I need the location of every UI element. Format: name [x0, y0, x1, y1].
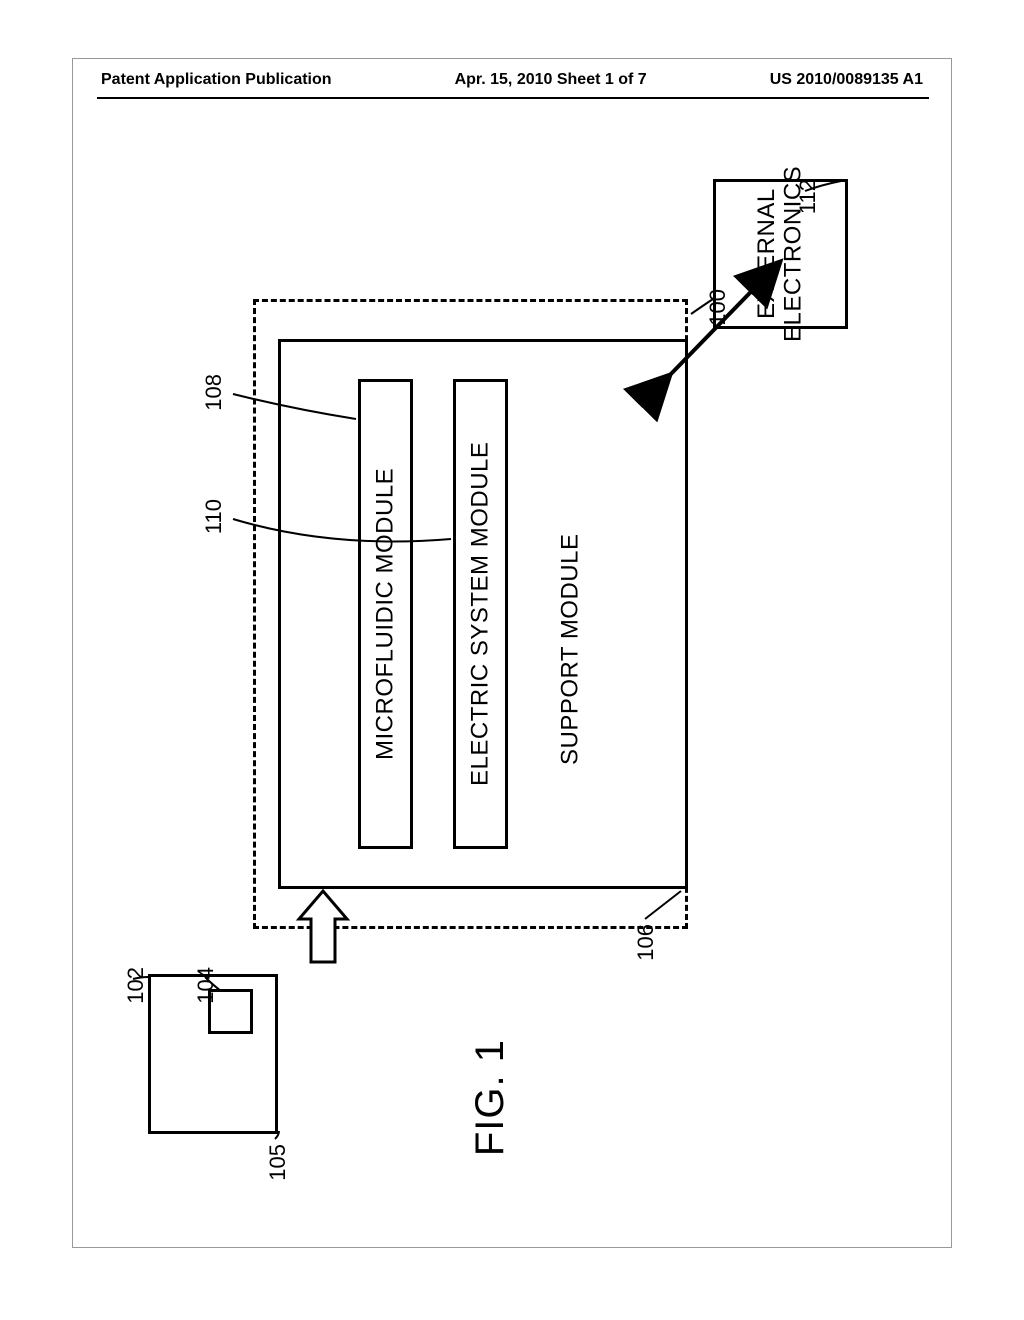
page-frame: Patent Application Publication Apr. 15, …	[72, 58, 952, 1248]
header-right: US 2010/0089135 A1	[770, 71, 923, 89]
electric-label: ELECTRIC SYSTEM MODULE	[456, 382, 505, 846]
ref-100: 100	[705, 289, 731, 326]
external-electronics-box: EXTERNAL ELECTRONICS	[713, 179, 848, 329]
support-label: SUPPORT MODULE	[543, 499, 598, 799]
ref-106: 106	[633, 924, 659, 961]
header-center: Apr. 15, 2010 Sheet 1 of 7	[455, 71, 647, 89]
ref-108: 108	[201, 374, 227, 411]
ref-110: 110	[201, 499, 227, 534]
header-left: Patent Application Publication	[101, 71, 332, 89]
header-rule	[97, 97, 929, 99]
ref-102: 102	[123, 967, 149, 1004]
diagram-canvas: MICROFLUIDIC MODULE ELECTRIC SYSTEM MODU…	[73, 119, 953, 1219]
figure-caption: FIG. 1	[468, 1039, 513, 1156]
microfluidic-label: MICROFLUIDIC MODULE	[361, 382, 410, 846]
page-header: Patent Application Publication Apr. 15, …	[73, 71, 951, 89]
ref-112: 112	[795, 179, 821, 214]
electric-module-box: ELECTRIC SYSTEM MODULE	[453, 379, 508, 849]
external-label: EXTERNAL ELECTRONICS	[716, 182, 845, 326]
ref-105: 105	[265, 1144, 291, 1181]
ref-104: 104	[193, 967, 219, 1004]
microfluidic-module-box: MICROFLUIDIC MODULE	[358, 379, 413, 849]
